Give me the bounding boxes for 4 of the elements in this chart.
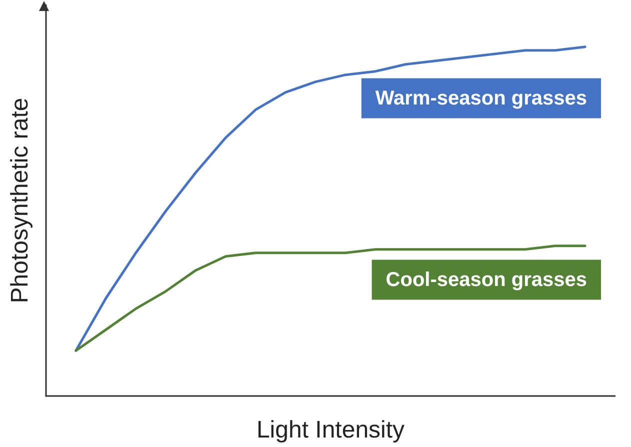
series-label: Cool-season grasses (386, 268, 588, 291)
y-axis-title: Photosynthetic rate (6, 98, 34, 304)
x-axis-title: Light Intensity (256, 416, 405, 444)
series-label: Warm-season grasses (375, 87, 588, 110)
